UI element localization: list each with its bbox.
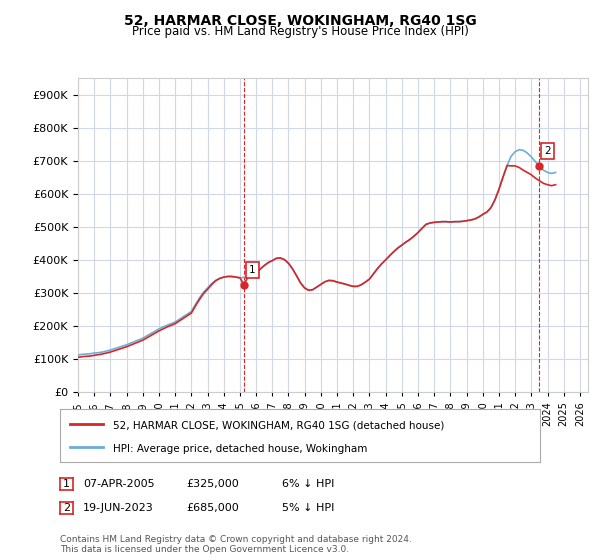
Text: 2: 2 xyxy=(544,146,550,156)
Text: 6% ↓ HPI: 6% ↓ HPI xyxy=(282,479,334,489)
Text: Price paid vs. HM Land Registry's House Price Index (HPI): Price paid vs. HM Land Registry's House … xyxy=(131,25,469,38)
Text: £325,000: £325,000 xyxy=(186,479,239,489)
Text: £685,000: £685,000 xyxy=(186,503,239,513)
Text: 52, HARMAR CLOSE, WOKINGHAM, RG40 1SG: 52, HARMAR CLOSE, WOKINGHAM, RG40 1SG xyxy=(124,14,476,28)
Text: 1: 1 xyxy=(63,479,70,489)
Text: 52, HARMAR CLOSE, WOKINGHAM, RG40 1SG (detached house): 52, HARMAR CLOSE, WOKINGHAM, RG40 1SG (d… xyxy=(113,421,444,431)
Text: 1: 1 xyxy=(249,265,256,275)
Text: Contains HM Land Registry data © Crown copyright and database right 2024.
This d: Contains HM Land Registry data © Crown c… xyxy=(60,535,412,554)
Text: 19-JUN-2023: 19-JUN-2023 xyxy=(83,503,154,513)
Text: 5% ↓ HPI: 5% ↓ HPI xyxy=(282,503,334,513)
Text: HPI: Average price, detached house, Wokingham: HPI: Average price, detached house, Woki… xyxy=(113,444,367,454)
Text: 2: 2 xyxy=(63,503,70,513)
Text: 07-APR-2005: 07-APR-2005 xyxy=(83,479,154,489)
